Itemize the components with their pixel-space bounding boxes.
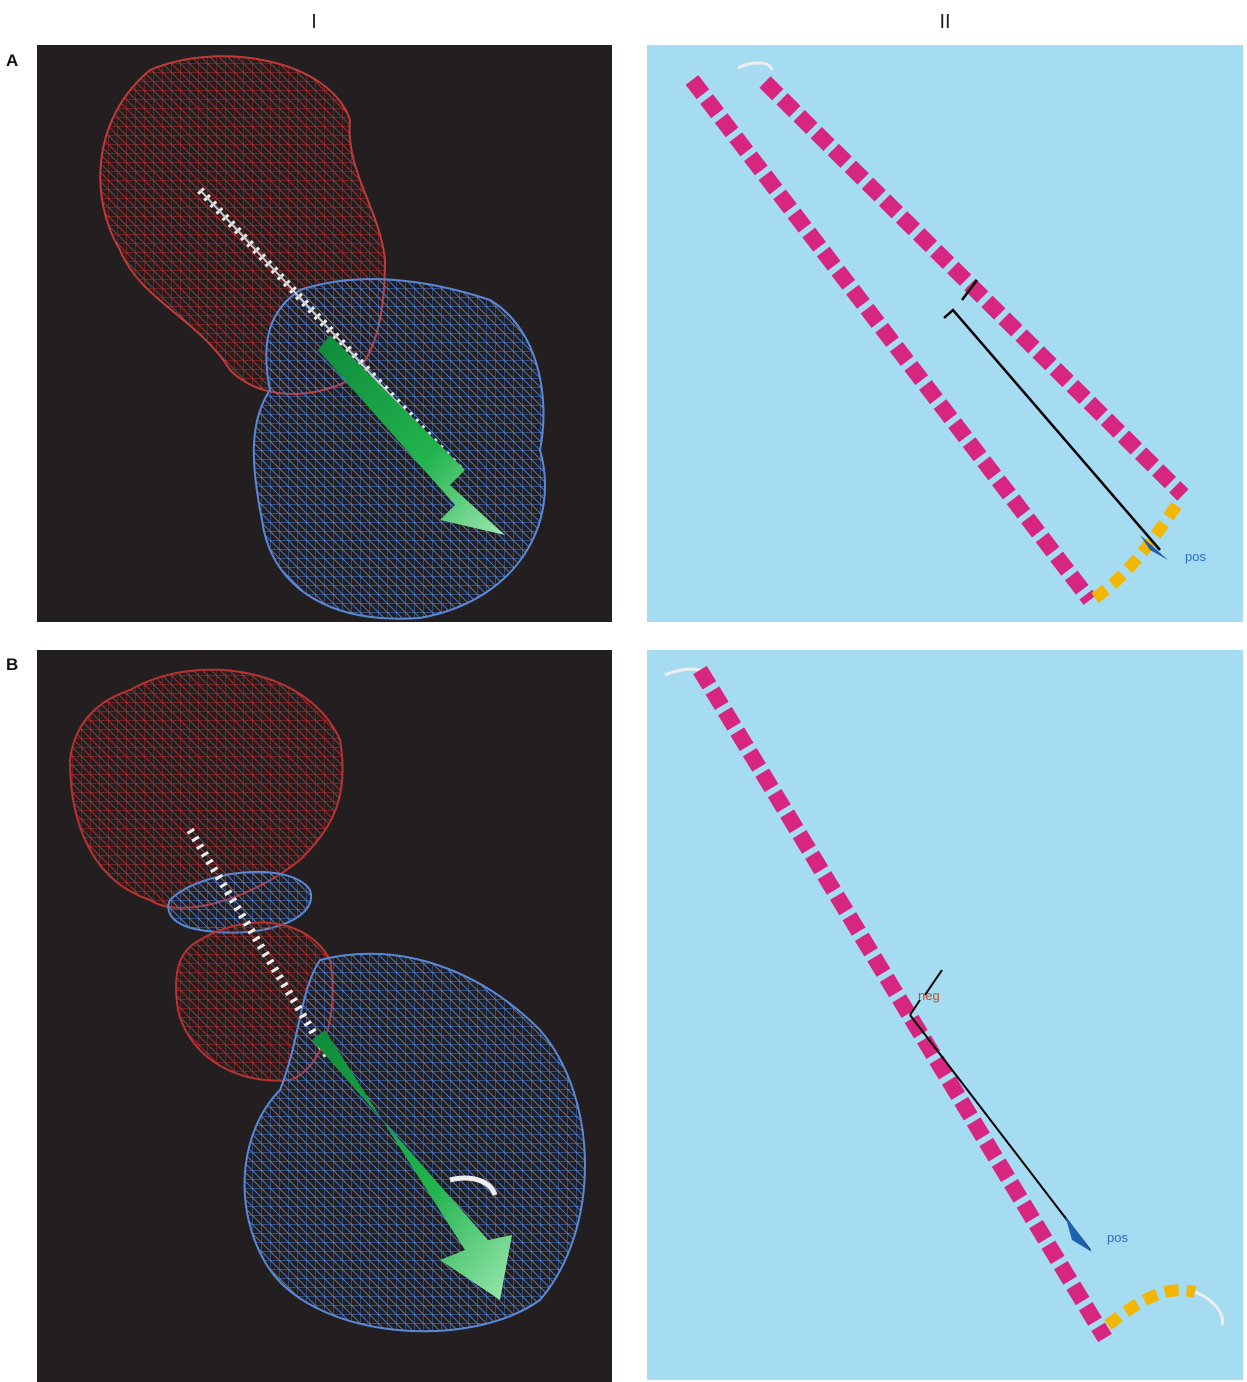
panel-a-ii: pos bbox=[647, 45, 1243, 622]
column-label: II bbox=[939, 11, 950, 33]
annotation: pos bbox=[1107, 1230, 1128, 1245]
page: {"column_labels": ["I", "II"], "rows": [… bbox=[0, 0, 1247, 1382]
panel-b-i bbox=[37, 650, 612, 1382]
shape bbox=[647, 650, 1243, 1380]
panel-b-ii: neg pos bbox=[647, 650, 1243, 1380]
annotation: neg bbox=[918, 988, 940, 1003]
panel-a-i bbox=[37, 45, 612, 622]
figure: I II A B pos bbox=[0, 0, 1247, 1382]
column-label: I bbox=[311, 11, 317, 33]
row-label: B bbox=[6, 655, 18, 674]
annotation: pos bbox=[1185, 549, 1206, 564]
shape bbox=[647, 45, 1243, 622]
row-label: A bbox=[6, 51, 18, 70]
shape bbox=[254, 279, 545, 619]
